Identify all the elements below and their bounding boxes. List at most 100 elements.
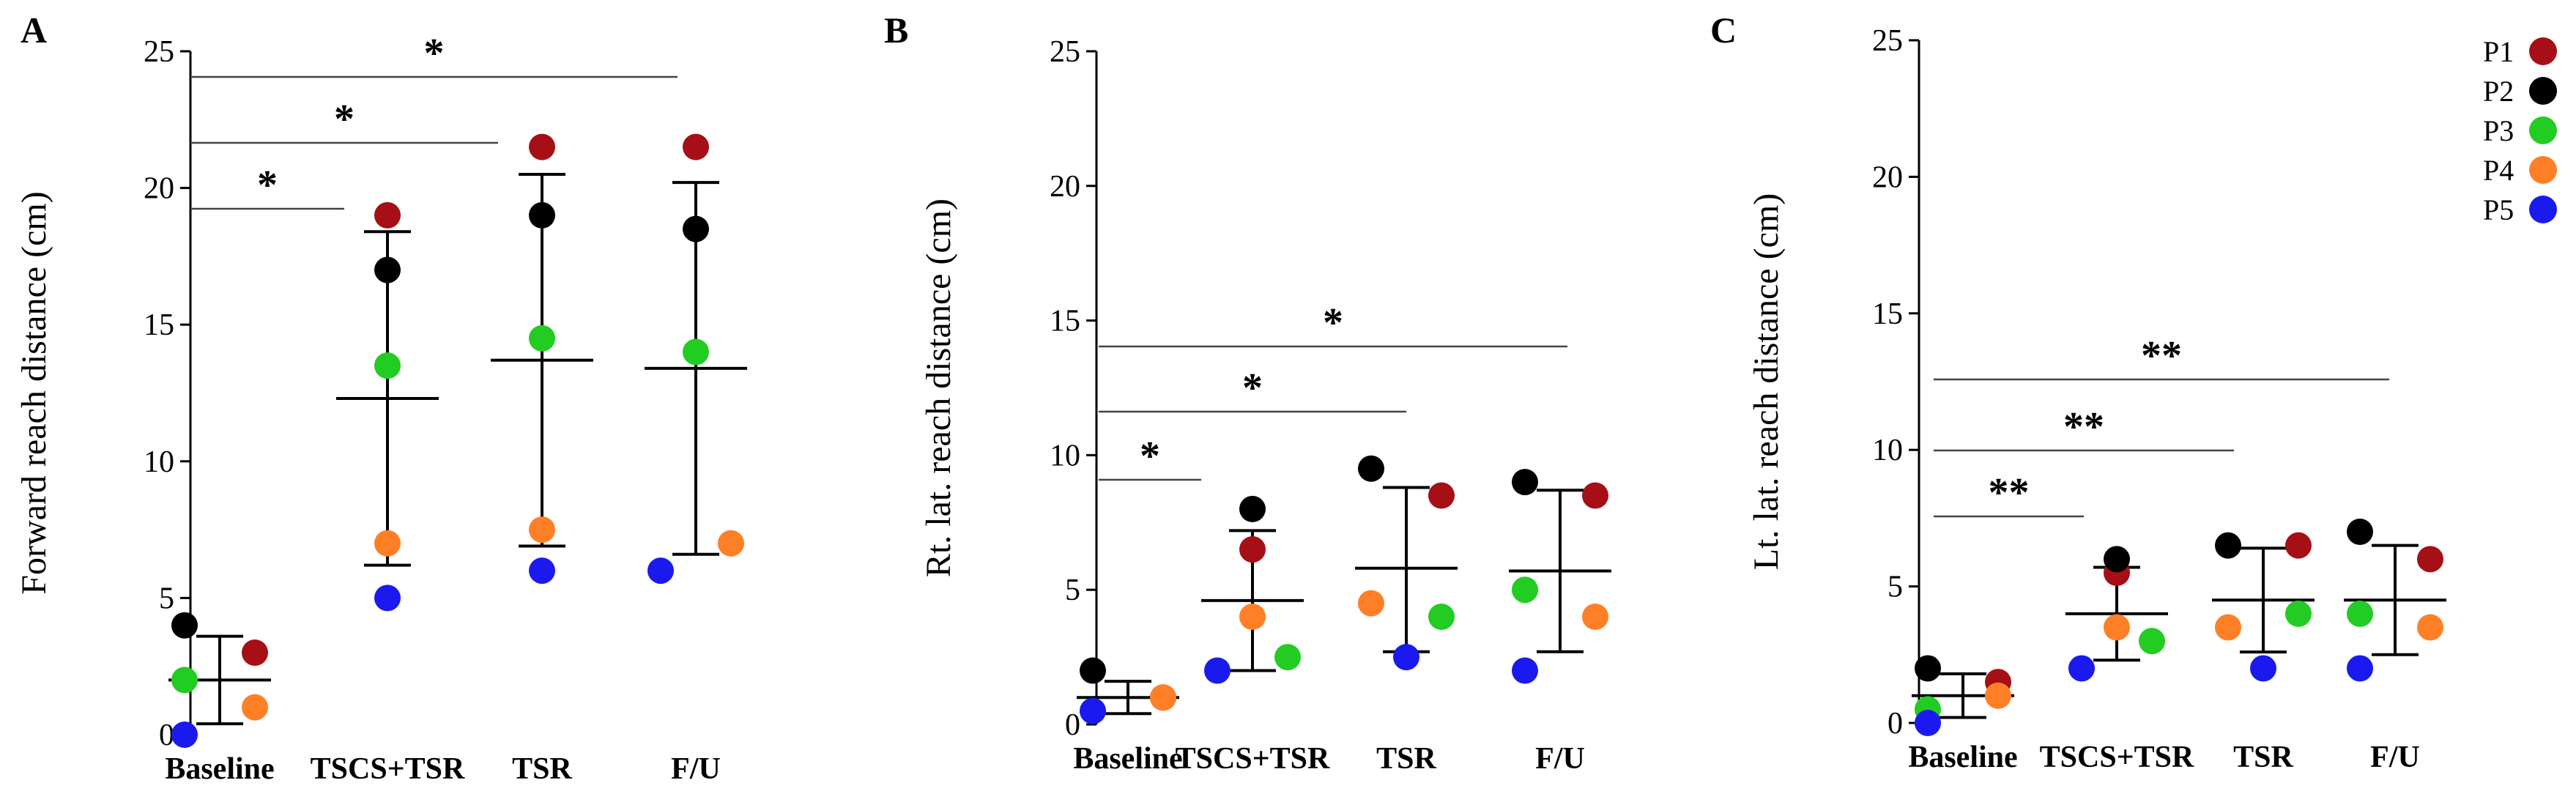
data-point-p3 <box>683 338 709 366</box>
legend-marker <box>2529 196 2557 223</box>
y-tick-label: 10 <box>1050 439 1080 472</box>
data-point-p3 <box>171 667 198 694</box>
data-point-p4 <box>2104 614 2130 641</box>
data-point-p3 <box>1428 603 1455 630</box>
significance-label: * <box>1323 300 1343 346</box>
legend-marker <box>2529 116 2557 144</box>
panel-letter: B <box>884 10 908 51</box>
data-point-p2 <box>2347 519 2373 546</box>
x-category-label: TSCS+TSR <box>2040 741 2194 774</box>
data-point-p2 <box>1080 657 1106 684</box>
data-point-p2 <box>2104 546 2130 573</box>
data-point-p4 <box>1150 684 1176 711</box>
panel-c: C 0 5 10 15 20 25 Lt. lat. reach distance (cm) B… <box>1710 10 2446 774</box>
data-point-p4 <box>1582 603 1608 630</box>
y-tick-label: 15 <box>1872 297 1903 331</box>
x-category-label: TSCS+TSR <box>311 752 465 786</box>
data-point-p5 <box>1204 657 1231 684</box>
y-tick-label: 10 <box>1872 434 1903 467</box>
data-point-p5 <box>1393 644 1419 671</box>
legend-marker <box>2529 37 2557 65</box>
data-point-p4 <box>718 530 744 557</box>
data-point-p4 <box>374 530 401 557</box>
y-tick-label: 0 <box>1888 707 1903 741</box>
legend-label: P2 <box>2483 75 2514 108</box>
legend-label: P5 <box>2483 193 2514 226</box>
data-point-p1 <box>683 133 709 160</box>
data-point-p5 <box>374 585 401 612</box>
y-axis-label: Forward reach distance (cm) <box>15 191 53 594</box>
y-tick-label: 25 <box>144 35 174 69</box>
data-point-p1 <box>529 133 555 160</box>
y-tick-label: 20 <box>1050 170 1080 204</box>
data-point-p2 <box>529 201 555 229</box>
significance-label: ** <box>2141 333 2182 379</box>
y-tick-label: 15 <box>144 308 174 342</box>
y-tick-label: 5 <box>159 582 174 615</box>
data-point-p4 <box>1358 590 1384 617</box>
data-point-p2 <box>1239 495 1266 522</box>
data-point-p3 <box>2285 600 2312 627</box>
data-point-p2 <box>374 256 401 283</box>
y-tick-label: 5 <box>1065 574 1080 607</box>
y-tick-label: 25 <box>1872 24 1903 58</box>
y-axis-label: Lt. lat. reach distance (cm) <box>1747 193 1786 570</box>
data-point-p5 <box>1915 710 1941 736</box>
data-point-p1 <box>1428 482 1455 509</box>
data-point-p5 <box>1080 697 1106 724</box>
data-point-p1 <box>1582 482 1608 509</box>
y-tick-label: 25 <box>1050 35 1080 69</box>
y-tick-label: 5 <box>1888 571 1903 604</box>
panel-b: B 0 5 10 15 20 25 Rt. lat. reach distance (cm) B… <box>884 10 1611 776</box>
y-tick-label: 0 <box>159 719 174 752</box>
data-point-p2 <box>171 612 198 639</box>
data-point-p2 <box>1915 655 1941 682</box>
y-tick-label: 20 <box>144 172 174 206</box>
y-tick-label: 10 <box>144 445 174 479</box>
data-point-p3 <box>1274 644 1301 671</box>
legend: P1 P2 P3 P4 P5 <box>2483 35 2557 226</box>
y-tick-label: 15 <box>1050 305 1080 338</box>
y-tick-label: 0 <box>1065 708 1080 742</box>
data-point-p3 <box>2347 600 2373 627</box>
data-point-p3 <box>529 324 555 352</box>
y-axis-label: Rt. lat. reach distance (cm) <box>919 199 958 577</box>
data-point-p4 <box>529 516 555 544</box>
panel-a: A 0 5 10 15 20 25 Forward reach distance (cm) Ba… <box>15 10 747 786</box>
data-point-p2 <box>2215 532 2241 559</box>
data-point-p2 <box>683 215 709 242</box>
data-point-p1 <box>2285 532 2312 559</box>
x-category-label: F/U <box>1535 742 1585 776</box>
x-category-label: Baseline <box>1908 741 2017 774</box>
data-point-p3 <box>2139 628 2165 655</box>
significance-label: ** <box>2063 404 2104 450</box>
x-category-label: TSR <box>2233 741 2293 774</box>
x-category-label: TSCS+TSR <box>1176 742 1330 776</box>
data-point-p4 <box>2215 614 2241 641</box>
data-point-p5 <box>529 557 555 585</box>
legend-label: P1 <box>2483 35 2514 68</box>
data-point-p2 <box>1358 455 1384 482</box>
significance-label: * <box>257 163 278 208</box>
legend-label: P3 <box>2483 114 2514 147</box>
data-point-p4 <box>1985 682 2011 709</box>
panel-letter: C <box>1710 10 1737 51</box>
x-category-label: Baseline <box>165 752 274 786</box>
data-point-p1 <box>1239 536 1266 563</box>
x-category-label: F/U <box>2370 741 2420 774</box>
data-point-p3 <box>1512 576 1538 604</box>
y-tick-label: 20 <box>1872 160 1903 194</box>
data-point-p5 <box>2068 655 2095 682</box>
significance-label: * <box>1242 366 1263 411</box>
data-point-p5 <box>2250 655 2276 682</box>
legend-label: P4 <box>2483 154 2514 187</box>
data-point-p4 <box>242 694 268 721</box>
x-category-label: TSR <box>1376 742 1436 776</box>
data-point-p5 <box>2347 655 2373 682</box>
x-category-label: F/U <box>671 752 721 786</box>
data-point-p1 <box>374 201 401 229</box>
data-point-p5 <box>647 557 674 585</box>
panel-letter: A <box>21 10 47 51</box>
data-point-p4 <box>2417 614 2443 641</box>
